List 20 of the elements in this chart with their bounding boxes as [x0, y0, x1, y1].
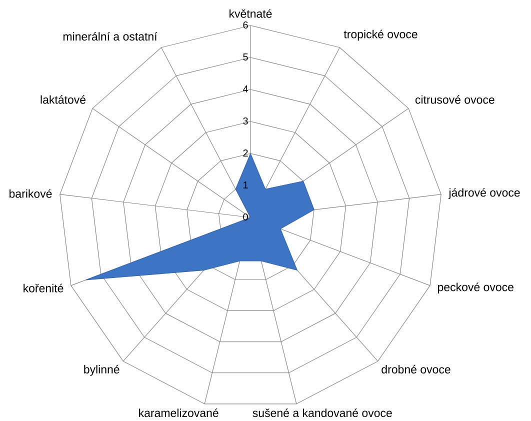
y-tick-label: 4 — [242, 86, 248, 92]
y-tick-label: 3 — [243, 117, 248, 125]
spoke-label: citrusové ovoce — [415, 95, 494, 104]
spoke-label: květnaté — [230, 9, 272, 18]
spoke-label: barikové — [10, 189, 52, 198]
spoke-label: jádrové ovoce — [448, 188, 520, 199]
y-tick-label: 2 — [243, 150, 248, 156]
y-tick-label: 6 — [243, 21, 248, 29]
spoke-label: laktátové — [40, 95, 86, 104]
spoke-label: peckové ovoce — [438, 282, 514, 294]
spoke-label: minerální a ostatní — [63, 32, 158, 41]
spoke-label: sušené a kandované ovoce — [252, 408, 392, 418]
spoke-label: drobné ovoce — [382, 364, 450, 374]
spoke-label: tropické ovoce — [344, 30, 418, 41]
y-tick-label: 0 — [243, 213, 248, 221]
y-tick-label: 5 — [243, 54, 248, 60]
spoke-label: karamelizované — [139, 408, 218, 418]
spoke-label: bylinné — [84, 364, 120, 376]
y-tick-label: 1 — [244, 182, 248, 188]
spoke-label: kořenité — [24, 284, 64, 292]
